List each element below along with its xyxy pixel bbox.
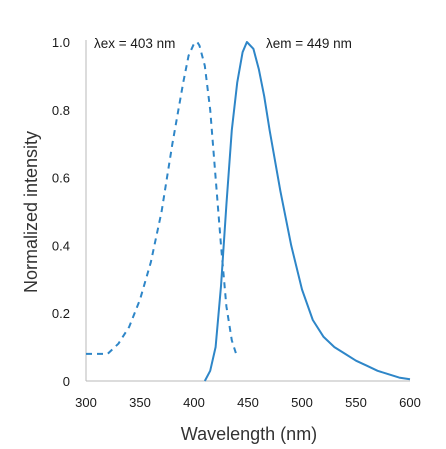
x-axis-label: Wavelength (nm) bbox=[181, 424, 317, 444]
x-tick-label: 350 bbox=[129, 395, 151, 410]
series-lines bbox=[86, 41, 411, 382]
x-tick-label: 450 bbox=[237, 395, 259, 410]
y-tick-label: 1.0 bbox=[52, 35, 70, 50]
emission-spectrum-line bbox=[203, 41, 411, 382]
y-tick-label: 0.2 bbox=[52, 306, 70, 321]
y-axis-label: Normalized intensity bbox=[21, 131, 41, 293]
x-tick-label: 300 bbox=[75, 395, 97, 410]
y-tick-label: 0.6 bbox=[52, 171, 70, 186]
y-tick-label: 0 bbox=[63, 374, 70, 389]
excitation-annotation: λex = 403 nm bbox=[94, 36, 175, 51]
excitation-spectrum-line bbox=[86, 41, 239, 358]
y-tick-label: 0.4 bbox=[52, 238, 70, 253]
x-tick-label: 400 bbox=[183, 395, 205, 410]
tick-labels: 300 350 400 450 500 550 600 0 0.2 0.4 0.6 0.8 1.0 bbox=[52, 35, 421, 410]
y-tick-label: 0.8 bbox=[52, 103, 70, 118]
x-tick-label: 500 bbox=[291, 395, 313, 410]
axes bbox=[85, 40, 410, 382]
x-tick-label: 600 bbox=[399, 395, 421, 410]
emission-annotation: λem = 449 nm bbox=[266, 36, 352, 51]
x-tick-label: 550 bbox=[345, 395, 367, 410]
